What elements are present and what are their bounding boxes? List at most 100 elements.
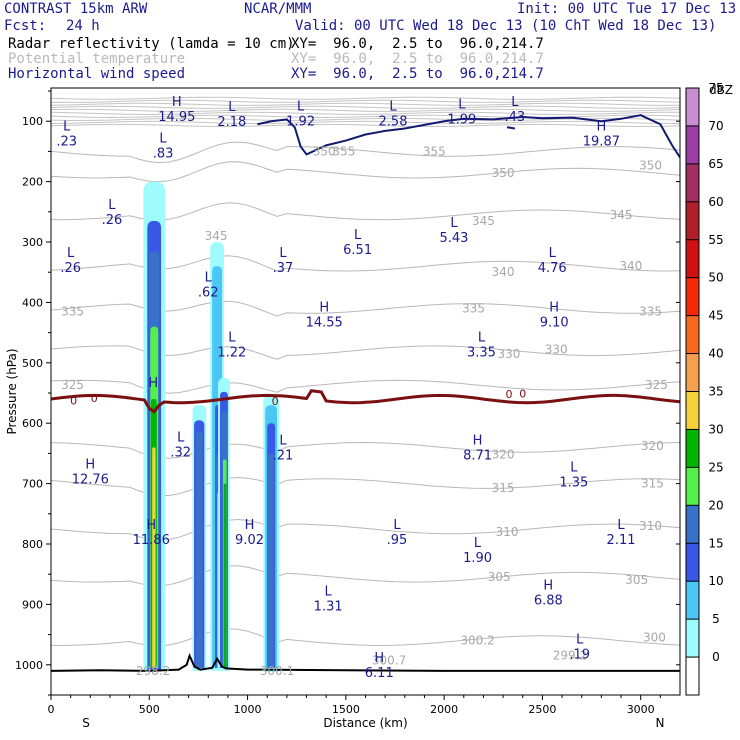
colorbar-unit: dBZ [709,83,733,97]
wind-extremum-value: .26 [102,213,123,228]
wind-extremum-value: .95 [387,533,408,548]
colorbar-swatch [686,543,699,582]
colorbar-level-label: 15 [708,536,723,550]
wind-extremum-value: 5.43 [439,231,468,246]
wind-extremum-marker: L [67,246,75,261]
wind-extremum-marker: L [159,131,167,146]
theta-label: 325 [645,378,668,392]
colorbar-level-label: 65 [708,157,723,171]
wind-extremum-marker: L [478,331,486,346]
colorbar-swatch [686,429,699,468]
field-xy-reflectivity: XY= 96.0, 2.5 to 96.0,214.7 [291,36,544,52]
theta-label: 345 [610,208,633,222]
theta-label: 350 [639,158,662,172]
init-time: Init: 00 UTC Tue 17 Dec 13 [517,1,737,17]
theta-label: 335 [462,301,485,315]
wind-extremum-value: 2.18 [217,115,246,130]
colorbar-level-label: 30 [708,422,723,436]
wind-extremum-value: .32 [170,445,191,460]
freezing-level-label: 0 [91,392,98,405]
x-tick-label: 500 [139,703,160,716]
wind-extremum-value: .37 [273,261,294,276]
wind-extremum-marker: L [354,228,362,243]
wind-extremum-value: 1.90 [463,551,492,566]
wind-extremum-marker: L [279,246,287,261]
wind-extremum-value: 1.31 [314,599,343,614]
freezing-level-label: 0 [505,388,512,401]
colorbar-level-label: 55 [708,233,723,247]
theta-label: 355 [332,144,355,158]
x-axis-label: Distance (km) [323,716,407,730]
y-tick-label: 1000 [15,659,43,672]
wind-extremum-marker: L [279,433,287,448]
colorbar-swatch [686,581,699,620]
wind-extremum-value: .62 [198,285,219,300]
colorbar-level-label: 35 [708,385,723,399]
colorbar-level-label: 20 [708,498,723,512]
theta-label: 315 [641,477,664,491]
colorbar-swatch [686,125,699,164]
y-tick-label: 100 [22,115,43,128]
theta-label: 300.7 [372,654,406,668]
wind-extremum-marker: L [511,95,519,110]
theta-label: 325 [61,378,84,392]
wind-extremum-marker: L [177,430,185,445]
colorbar-level-label: 60 [708,195,723,209]
x-tick-label: 0 [48,703,55,716]
wind-extremum-marker: L [576,633,584,648]
theta-label: 298.2 [136,664,170,678]
theta-label: 355 [423,144,446,158]
y-tick-label: 900 [22,598,43,611]
wind-extremum-value: .21 [273,448,294,463]
wind-extremum-marker: L [63,119,71,134]
wind-extremum-marker: H [549,300,559,315]
wind-extremum-marker: H [146,518,156,533]
wind-extremum-value: 6.11 [365,666,394,681]
wind-extremum-marker: H [148,376,158,391]
wind-extremum-value: .83 [153,146,174,161]
theta-label: 310 [496,525,519,539]
freezing-level-label: 0 [519,388,526,401]
wind-extremum-value: 6.51 [343,243,372,258]
wind-extremum-marker: L [228,331,236,346]
wind-contour-line [257,114,680,159]
theta-line-upper [51,123,680,128]
field-name-wind: Horizontal wind speed [8,66,186,82]
wind-extremum-value: 19.87 [583,134,620,149]
y-tick-label: 200 [22,176,43,189]
x-tick-label: 2000 [430,703,458,716]
terrain-line [51,652,680,672]
wind-extremum-marker: L [228,100,236,115]
freezing-level-line [51,389,680,414]
fcst-label: Fcst: [4,18,47,34]
wind-extremum-value: 9.10 [540,315,569,330]
y-tick-label: 300 [22,236,43,249]
wind-extremum-value: 2.11 [607,533,636,548]
wind-extremum-marker: L [108,198,116,213]
theta-label: 305 [488,570,511,584]
theta-label: 310 [639,519,662,533]
wind-extremum-marker: H [543,578,553,593]
x-tick-label: 3000 [627,703,655,716]
wind-extremum-marker: L [393,518,401,533]
freezing-level-label: 0 [70,394,77,407]
field-xy-theta: XY= 96.0, 2.5 to 96.0,214.7 [291,51,544,67]
field-name-theta: Potential temperature [8,51,186,67]
wind-extremum-marker: L [549,246,557,261]
colorbar-swatch [686,505,699,544]
theta-line-upper [51,120,680,125]
wind-extremum-value: 4.76 [538,261,567,276]
wind-extremum-value: 14.55 [306,315,343,330]
wind-extremum-marker: L [205,270,213,285]
theta-line-upper [51,111,680,116]
wind-extremum-marker: H [374,651,384,666]
wind-extremum-marker: L [450,216,458,231]
wind-extremum-marker: L [458,98,466,113]
colorbar-level-label: 10 [708,574,723,588]
wind-extremum-value: .43 [505,110,526,125]
colorbar-swatch [686,277,699,316]
x-tick-label: 2500 [528,703,556,716]
theta-line-upper [51,108,680,112]
